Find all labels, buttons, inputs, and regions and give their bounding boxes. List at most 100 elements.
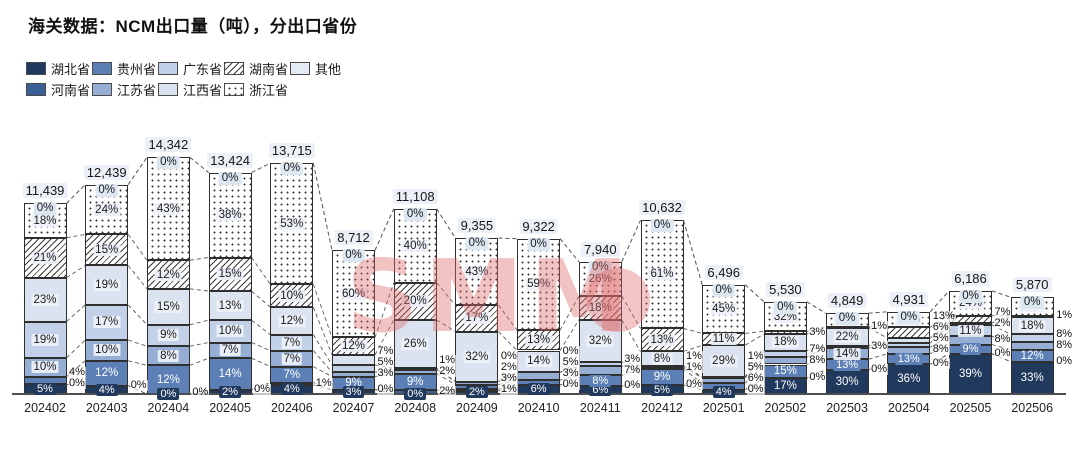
segment-label-guizhou: 15% bbox=[773, 365, 797, 378]
bar-segment-jiangsu bbox=[332, 372, 375, 377]
segment-label-guizhou: 8% bbox=[589, 374, 612, 387]
segment-label-other: 0% bbox=[403, 207, 427, 221]
legend-label-guangdong: 广东省 bbox=[183, 62, 223, 77]
segment-label-zhejiang: 45% bbox=[710, 303, 738, 316]
segment-label-zhejiang: 40% bbox=[401, 239, 429, 252]
segment-label-hunan: 13% bbox=[931, 310, 956, 323]
bar-total-label: 13,424 bbox=[207, 152, 253, 168]
x-axis-label: 202404 bbox=[147, 401, 190, 415]
bar-segment-guizhou bbox=[85, 360, 129, 386]
bar-total-label: 5,870 bbox=[1012, 277, 1052, 293]
segment-label-jiangsu: 8% bbox=[993, 333, 1012, 346]
legend-swatch-hunan bbox=[224, 62, 244, 75]
bar-segment-jiangsu bbox=[455, 381, 499, 385]
bar-segment-guizhou bbox=[208, 358, 252, 390]
bar-total-label: 8,712 bbox=[334, 230, 373, 246]
segment-label-guangdong: 5% bbox=[931, 332, 950, 345]
bar-total-label: 4,849 bbox=[827, 293, 867, 309]
segment-label-hubei: 6% bbox=[589, 384, 612, 397]
segment-label-jiangsu: 10% bbox=[31, 361, 59, 374]
segment-label-henan: 0% bbox=[746, 382, 765, 395]
segment-label-guangdong: 11% bbox=[957, 324, 984, 337]
x-axis-label: 202501 bbox=[702, 401, 745, 415]
x-axis-label: 202503 bbox=[826, 401, 868, 415]
segment-label-other: 0% bbox=[835, 312, 859, 326]
segment-label-henan: 0% bbox=[253, 382, 271, 395]
segment-label-hunan: 17% bbox=[463, 312, 491, 325]
segment-label-jiangsu: 14% bbox=[833, 347, 861, 360]
bar-segment-jiangxi bbox=[887, 338, 931, 344]
segment-label-guizhou: 12% bbox=[156, 373, 180, 386]
x-axis-label: 202506 bbox=[1011, 401, 1054, 415]
segment-label-jiangxi: 26% bbox=[401, 338, 429, 351]
segment-label-other: 0% bbox=[157, 156, 180, 170]
legend-item-guizhou: 贵州省 bbox=[92, 58, 158, 79]
x-axis-label: 202505 bbox=[949, 401, 992, 415]
segment-label-jiangxi: 7% bbox=[376, 345, 395, 358]
bar-total-label: 9,355 bbox=[457, 218, 497, 234]
segment-label-hubei: 5% bbox=[651, 383, 673, 396]
segment-label-hubei: 39% bbox=[958, 367, 983, 380]
segment-label-other: 0% bbox=[588, 260, 612, 274]
segment-label-jiangsu: 5% bbox=[561, 355, 580, 368]
segment-label-hunan: 21% bbox=[31, 251, 59, 264]
segment-label-jiangxi: 12% bbox=[278, 314, 306, 327]
legend-label-jiangxi: 江西省 bbox=[183, 83, 223, 98]
legend-label-jiangsu: 江苏省 bbox=[117, 83, 157, 98]
segment-label-guangdong: 0% bbox=[561, 344, 580, 357]
legend-swatch-jiangsu bbox=[92, 83, 112, 96]
segment-label-hubei: 4% bbox=[280, 383, 303, 396]
segment-label-henan: 0% bbox=[1055, 354, 1074, 367]
segment-label-jiangxi: 32% bbox=[586, 335, 614, 348]
bar-segment-zhejiang bbox=[146, 157, 190, 261]
segment-label-hunan: 18% bbox=[586, 301, 614, 314]
segment-label-guizhou: 9% bbox=[406, 375, 424, 388]
segment-label-jiangxi: 18% bbox=[771, 336, 799, 349]
x-axis-label: 202412 bbox=[641, 401, 683, 415]
segment-label-other: 0% bbox=[650, 219, 674, 233]
segment-label-zhejiang: 53% bbox=[278, 217, 306, 230]
bar-total-label: 5,530 bbox=[766, 281, 805, 297]
segment-label-henan: 0% bbox=[191, 386, 210, 398]
segment-label-other: 0% bbox=[465, 237, 489, 251]
x-axis-label: 202407 bbox=[332, 401, 375, 415]
segment-label-guizhou: 3% bbox=[561, 366, 580, 379]
segment-label-guizhou: 14% bbox=[218, 367, 242, 380]
x-axis-label: 202502 bbox=[764, 401, 807, 415]
bar-segment-hunan bbox=[887, 327, 931, 339]
bar-segment-jiangxi bbox=[208, 291, 252, 321]
legend-swatch-guizhou bbox=[92, 62, 112, 75]
legend-swatch-jiangxi bbox=[158, 83, 178, 96]
segment-label-guizhou: 12% bbox=[95, 367, 119, 380]
segment-label-guangdong: 19% bbox=[31, 333, 59, 346]
bar-segment-jiangxi bbox=[332, 354, 375, 365]
x-axis-label: 202410 bbox=[517, 401, 560, 415]
x-axis-label: 202409 bbox=[456, 401, 498, 415]
segment-label-hubei: 0% bbox=[404, 388, 427, 400]
segment-label-hunan: 15% bbox=[216, 268, 244, 281]
segment-label-other: 0% bbox=[280, 162, 304, 176]
legend-swatch-zhejiang bbox=[224, 83, 244, 96]
legend-label-other: 其他 bbox=[315, 62, 342, 77]
segment-label-zhejiang: 18% bbox=[31, 214, 59, 227]
legend-item-guangdong: 广东省 bbox=[158, 58, 224, 79]
segment-label-jiangsu: 7% bbox=[623, 363, 642, 376]
segment-label-jiangxi: 23% bbox=[31, 293, 59, 306]
segment-label-henan: 0% bbox=[993, 346, 1012, 359]
legend: 湖北省 贵州省 广东省 湖南省 其他 河南省 江苏省 江西省 浙江省 bbox=[26, 58, 366, 100]
segment-label-henan: 0% bbox=[870, 362, 888, 375]
bar-total-label: 6,186 bbox=[951, 270, 990, 286]
segment-label-other: 0% bbox=[95, 183, 118, 197]
segment-label-zhejiang: 60% bbox=[339, 287, 368, 300]
segment-label-jiangxi: 8% bbox=[651, 352, 673, 365]
segment-label-other: 0% bbox=[527, 237, 550, 251]
segment-label-zhejiang: 38% bbox=[216, 209, 244, 222]
legend-label-zhejiang: 浙江省 bbox=[249, 83, 289, 98]
segment-label-hunan: 13% bbox=[525, 334, 553, 347]
segment-label-guizhou: 6% bbox=[746, 371, 765, 384]
segment-label-henan: 0% bbox=[808, 371, 827, 384]
bar-total-label: 11,439 bbox=[22, 183, 68, 199]
segment-label-guangdong: 5% bbox=[376, 356, 395, 369]
